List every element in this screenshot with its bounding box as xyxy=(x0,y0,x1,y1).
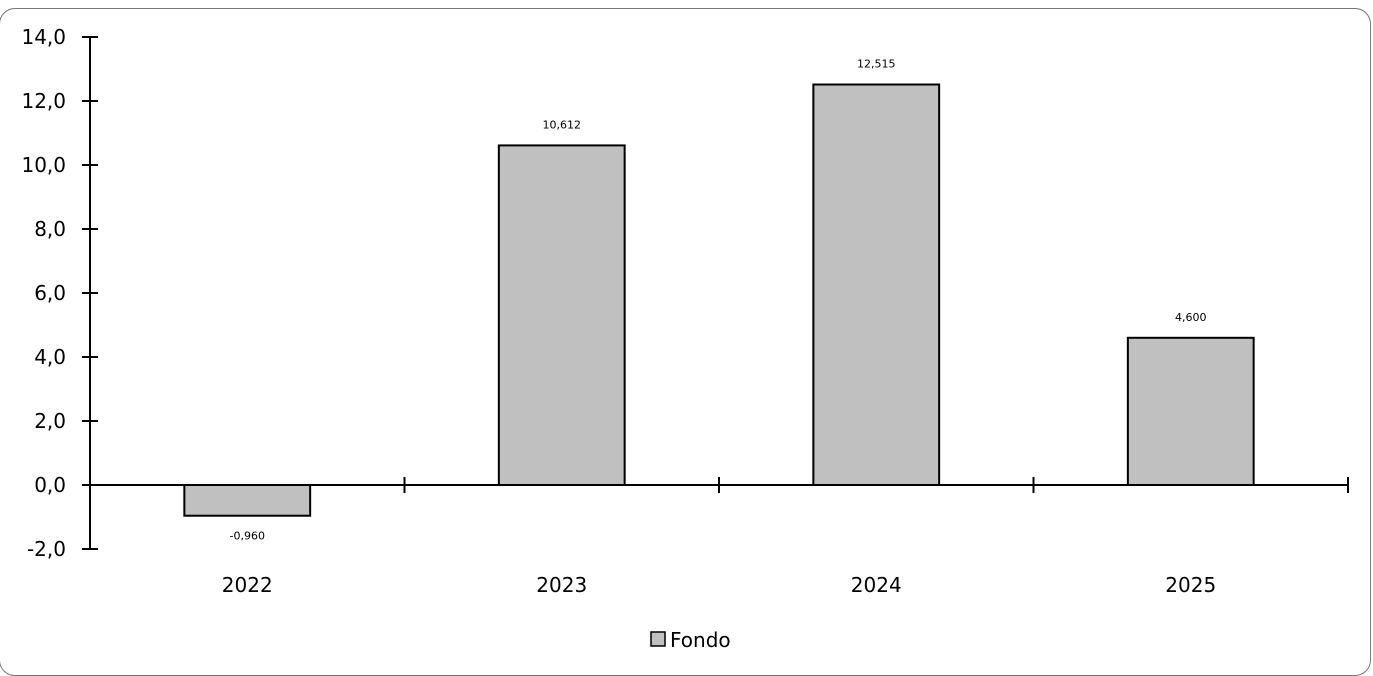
y-tick-label: 6,0 xyxy=(34,281,66,305)
legend-swatch-fondo xyxy=(650,631,666,647)
bar-2025 xyxy=(1126,336,1255,486)
y-tick-label: 8,0 xyxy=(34,217,66,241)
y-tick-label: -2,0 xyxy=(27,537,66,561)
y-tick-label: 2,0 xyxy=(34,409,66,433)
labels-group: -0,960 2022 10,612 2023 12,515 2024 4,600 2025 -… xyxy=(21,25,1216,597)
data-label-2023: 10,612 xyxy=(543,118,582,131)
bars-group xyxy=(183,83,1255,517)
data-label-2024: 12,515 xyxy=(857,58,896,71)
bar-2024 xyxy=(812,83,941,487)
axes-group xyxy=(82,36,1349,550)
x-tick-label-2023: 2023 xyxy=(536,573,587,597)
x-tick-label-2022: 2022 xyxy=(222,573,273,597)
y-tick-label: 10,0 xyxy=(21,153,66,177)
y-tick-label: 12,0 xyxy=(21,89,66,113)
y-tick-label: 0,0 xyxy=(34,473,66,497)
bar-2022 xyxy=(183,484,312,517)
x-tick-label-2025: 2025 xyxy=(1165,573,1216,597)
legend: Fondo xyxy=(650,628,731,652)
y-tick-label: 14,0 xyxy=(21,25,66,49)
data-label-2025: 4,600 xyxy=(1175,311,1207,324)
x-tick-label-2024: 2024 xyxy=(851,573,902,597)
y-tick-label: 4,0 xyxy=(34,345,66,369)
legend-label-fondo: Fondo xyxy=(670,628,731,652)
data-label-2022: -0,960 xyxy=(230,530,265,543)
bar-2023 xyxy=(497,144,626,487)
